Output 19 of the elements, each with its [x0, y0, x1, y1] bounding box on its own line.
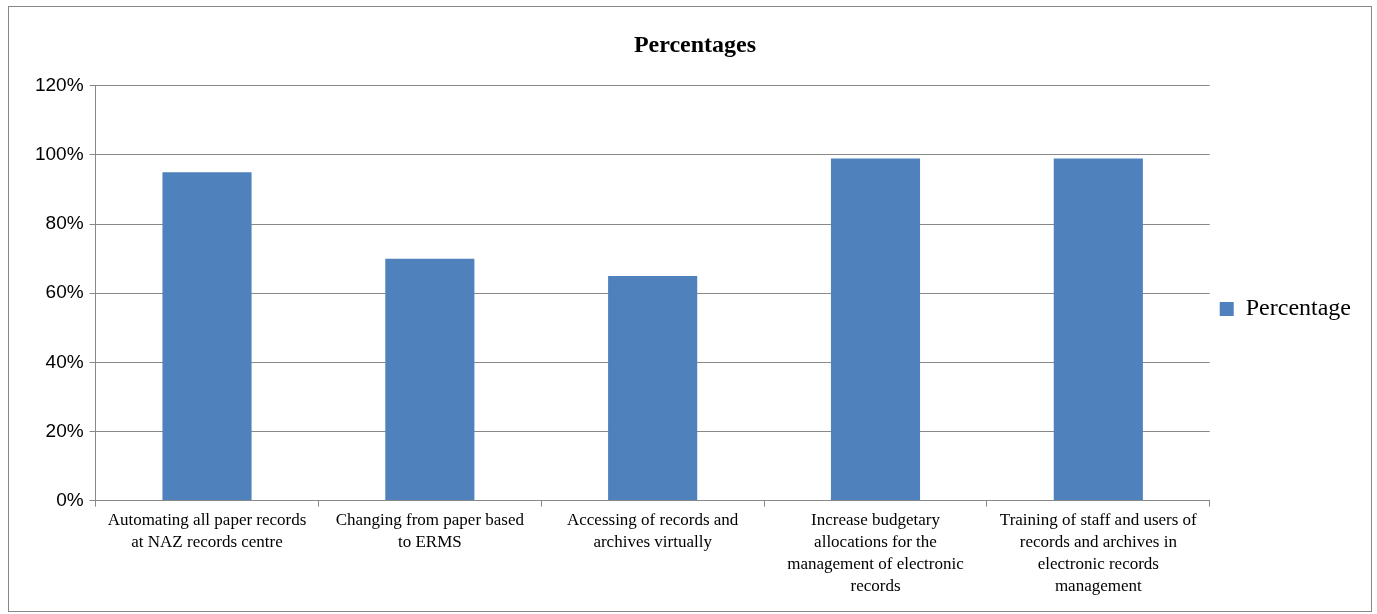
- y-tick-label: 60%: [45, 281, 84, 303]
- x-tick-label: Accessing of records and archives virtually: [566, 510, 739, 552]
- bar: [608, 275, 698, 501]
- x-tick-label: Increase budgetary allocations for the management of electronic records: [787, 510, 965, 596]
- y-tick-label: 100%: [34, 143, 84, 165]
- chart-title: Percentages: [633, 30, 757, 57]
- bar: [830, 158, 921, 501]
- y-tick-label: 40%: [45, 350, 84, 372]
- x-tick-label: Training of staff and users of records and archives in electronic records management: [999, 510, 1198, 596]
- legend-label: Percentage: [1245, 294, 1352, 321]
- y-tick-label: 20%: [45, 419, 84, 441]
- bar: [1053, 158, 1143, 501]
- y-tick-label: 80%: [45, 212, 84, 234]
- x-tick-label: Automating all paper records at NAZ records centre: [107, 510, 307, 552]
- bar: [385, 258, 475, 501]
- bar: [162, 172, 252, 501]
- x-tick-label: Changing from paper based to ERMS: [335, 510, 525, 552]
- y-tick-label: 0%: [56, 488, 84, 510]
- y-tick-label: 120%: [34, 74, 84, 96]
